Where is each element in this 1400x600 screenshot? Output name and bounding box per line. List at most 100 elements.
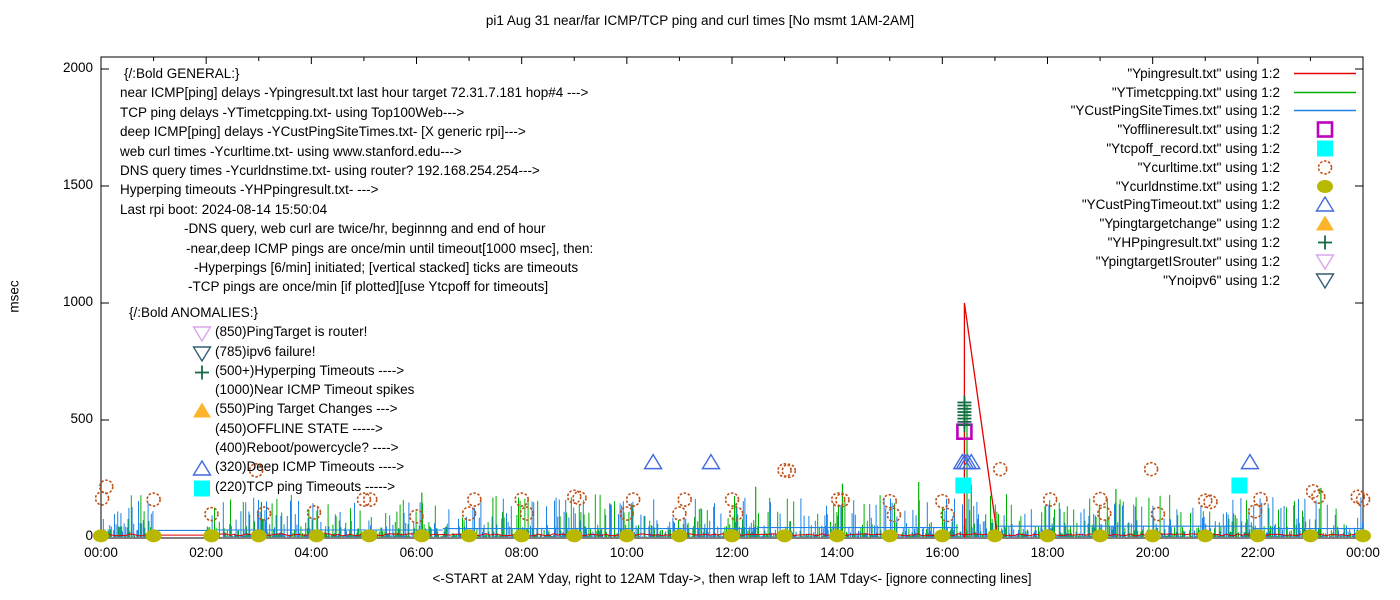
open-circle-marker (619, 506, 635, 521)
legend-entry: "YCustPingTimeout.txt" using 1:2 (1071, 196, 1362, 215)
filled-circle-marker (1302, 529, 1319, 543)
legend-label: "YCustPingTimeout.txt" using 1:2 (1081, 197, 1280, 213)
open-circle-marker (940, 507, 955, 523)
general-line: near ICMP[ping] delays -Ypingresult.txt … (120, 85, 593, 104)
anomalies-annotation-block: {/:Bold ANOMALIES:} (850)PingTarget is ro… (129, 305, 414, 498)
chart-title: pi1 Aug 31 near/far ICMP/TCP ping and cu… (485, 13, 915, 28)
open-triangle-down-marker (1315, 272, 1335, 289)
legend-entry: "YpingtargetISrouter" using 1:2 (1071, 252, 1362, 271)
filled-circle-marker (1039, 529, 1056, 543)
x-tick-label: 02:00 (189, 545, 224, 560)
legend-open-triangle-down-icon (1315, 254, 1335, 270)
general-line: TCP ping delays -YTimetcpping.txt- using… (120, 105, 593, 124)
open-triangle-down-marker (192, 326, 212, 343)
anomaly-line: (500+)Hyperping Timeouts ----> (129, 363, 414, 382)
x-tick-label: 00:00 (84, 545, 118, 560)
general-line-text: deep ICMP[ping] delays -YCustPingSiteTim… (120, 124, 526, 140)
anomaly-line-text: (1000)Near ICMP Timeout spikes (215, 382, 415, 398)
open-circle-marker (204, 506, 219, 522)
filled-square-marker (955, 477, 972, 494)
general-line-text: TCP ping delays -YTimetcpping.txt- using… (120, 104, 465, 120)
y-tick-label: 0 (85, 528, 93, 543)
general-line-text: -Hyperpings [6/min] initiated; [vertical… (194, 259, 579, 275)
legend-entry: "Yofflineresult.txt" using 1:2 (1071, 120, 1362, 139)
open-circle-marker (677, 492, 692, 507)
anomaly-line-text: (500+)Hyperping Timeouts ----> (215, 362, 405, 378)
open-circle-marker (1355, 492, 1371, 507)
legend-label: "YHPpingresult.txt" using 1:2 (1107, 235, 1280, 251)
filled-circle-marker (1249, 529, 1266, 543)
legend-open-square-icon (1316, 121, 1334, 139)
filled-circle-marker (1197, 529, 1214, 543)
open-circle-marker (98, 479, 114, 494)
x-tick-label: 10:00 (609, 545, 644, 560)
open-triangle-up-marker (643, 453, 663, 470)
legend-label: "Ynoipv6" using 1:2 (1163, 272, 1280, 288)
general-line: Hyperping timeouts -YHPpingresult.txt- -… (120, 182, 593, 201)
filled-circle-marker (203, 529, 220, 543)
general-line: {/:Bold GENERAL:} (120, 66, 593, 85)
plus-marker (1318, 235, 1332, 250)
open-circle-marker (1247, 503, 1263, 519)
x-tick-label: 16:00 (925, 545, 960, 560)
legend-entry: "Ytcpoff_record.txt" using 1:2 (1071, 139, 1362, 158)
open-circle-marker (830, 492, 846, 507)
anomaly-line: (320)Deep ICMP Timeouts ----> (129, 459, 414, 478)
open-circle-marker (835, 492, 850, 508)
general-line-text: -DNS query, web curl are twice/hr, begin… (184, 221, 546, 237)
legend-plus-icon (1318, 235, 1332, 250)
open-circle-marker (1150, 506, 1166, 522)
open-circle-marker (306, 505, 322, 520)
anomaly-line: (1000)Near ICMP Timeout spikes (129, 382, 414, 401)
open-triangle-up-icon (192, 460, 212, 477)
filled-circle-marker (671, 529, 688, 543)
open-circle-marker (1305, 484, 1321, 499)
filled-circle-marker (513, 529, 530, 543)
general-line: DNS query times -Ycurldnstime.txt- using… (120, 163, 593, 182)
x-tick-label: 04:00 (294, 545, 329, 560)
legend-entry: "Ypingtargetchange" using 1:2 (1071, 214, 1362, 233)
open-circle-marker (886, 507, 902, 523)
filled-circle-marker (618, 529, 635, 543)
filled-triangle-up-marker (193, 402, 211, 418)
open-circle-marker (882, 493, 898, 509)
filled-triangle-up-marker (1316, 215, 1334, 231)
deep-icmp-levels (153, 525, 1363, 531)
open-circle-marker (1311, 489, 1326, 505)
legend-entry: "YCustPingSiteTimes.txt" using 1:2 (1071, 102, 1362, 121)
open-circle-marker (1350, 489, 1366, 505)
general-line-text: {/:Bold GENERAL:} (124, 66, 240, 81)
open-circle-marker (781, 463, 797, 479)
legend-line-sample (1294, 91, 1356, 93)
open-triangle-up-marker (1315, 196, 1335, 213)
filled-triangle-up-icon (193, 402, 211, 418)
filled-circle-marker (934, 529, 951, 543)
open-triangle-down-marker (192, 345, 212, 362)
x-tick-label: 08:00 (504, 545, 539, 560)
y-tick-label: 500 (70, 411, 93, 426)
open-circle-marker (672, 506, 687, 521)
legend-entry: "Ycurltime.txt" using 1:2 (1071, 158, 1362, 177)
legend-entry: "Ycurldnstime.txt" using 1:2 (1071, 177, 1362, 196)
general-line: -TCP pings are once/min [if plotted][use… (120, 279, 593, 298)
x-tick-label: 14:00 (820, 545, 855, 560)
filled-square-icon (194, 480, 210, 497)
filled-circle-marker (881, 529, 898, 543)
anomaly-line: (850)PingTarget is router! (129, 324, 414, 343)
legend-label: "Ypingresult.txt" using 1:2 (1127, 65, 1280, 81)
x-tick-label: 00:00 (1346, 545, 1380, 560)
open-circle-marker (514, 492, 529, 507)
open-circle-marker (935, 493, 950, 509)
open-circle-marker (572, 490, 587, 506)
open-circle-marker (777, 463, 792, 478)
open-triangle-up-marker (1240, 453, 1260, 470)
open-circle-marker (1096, 506, 1112, 521)
x-tick-label: 20:00 (1135, 545, 1170, 560)
legend-open-triangle-up-icon (1315, 196, 1335, 213)
legend-line-sample (1294, 110, 1356, 112)
legend-label: "Ytcpoff_record.txt" using 1:2 (1106, 141, 1280, 157)
legend-line-sample (1294, 72, 1356, 75)
legend-label: "Ycurldnstime.txt" using 1:2 (1115, 178, 1280, 194)
